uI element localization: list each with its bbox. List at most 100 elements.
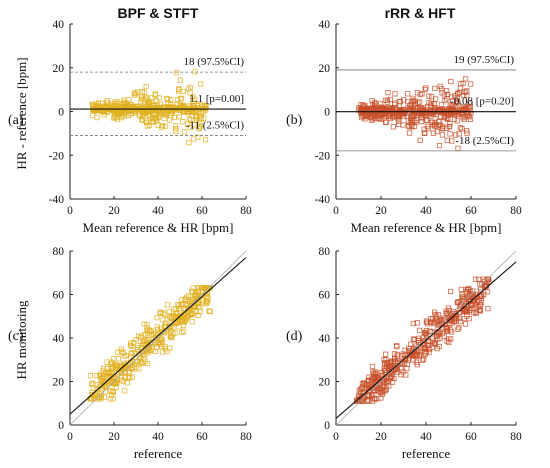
data-point	[122, 362, 128, 368]
data-point	[424, 117, 430, 123]
data-point	[131, 350, 138, 356]
data-point	[410, 352, 416, 358]
data-point	[134, 346, 140, 353]
y-tick-label: -40	[315, 194, 331, 206]
data-point	[455, 326, 461, 332]
panel-label: (a)	[8, 113, 24, 128]
data-point	[163, 320, 169, 326]
data-point	[372, 371, 378, 377]
data-point	[406, 348, 412, 354]
data-point	[155, 122, 161, 129]
data-point	[417, 92, 423, 98]
data-point	[198, 110, 204, 116]
data-point	[394, 342, 400, 349]
data-point	[133, 91, 139, 97]
data-point	[115, 349, 121, 355]
data-point	[94, 373, 100, 379]
data-point	[126, 97, 132, 103]
data-point	[369, 363, 376, 370]
data-point	[141, 321, 147, 327]
x-tick-label: 20	[375, 431, 387, 443]
data-point	[122, 388, 128, 394]
data-point	[459, 291, 465, 298]
data-point	[414, 362, 420, 368]
data-point	[428, 316, 434, 322]
data-point	[94, 114, 100, 121]
data-point	[111, 376, 117, 382]
data-point	[475, 304, 481, 310]
data-point	[154, 324, 160, 330]
data-point	[179, 329, 185, 336]
data-point	[421, 356, 427, 362]
data-point	[175, 316, 181, 322]
data-point	[410, 320, 416, 327]
data-point	[395, 121, 402, 127]
data-point	[149, 95, 155, 101]
reference-line-label: 1.1 [p=0.00]	[189, 93, 244, 105]
data-point	[111, 115, 117, 121]
data-point	[430, 122, 436, 128]
data-point	[362, 110, 368, 116]
data-point	[383, 105, 389, 111]
data-point	[153, 334, 159, 340]
data-point	[438, 101, 445, 108]
data-point	[190, 311, 196, 317]
reference-line-label: -11 (2.5%CI)	[186, 120, 245, 132]
data-point	[97, 383, 103, 390]
data-point	[467, 289, 473, 295]
data-point	[119, 113, 125, 119]
data-point	[170, 312, 176, 318]
data-point	[159, 349, 166, 355]
data-point	[384, 97, 391, 104]
data-point	[180, 328, 187, 334]
data-point	[164, 95, 170, 102]
data-point	[468, 81, 474, 87]
data-point	[101, 112, 107, 118]
x-tick-label: 0	[67, 431, 73, 443]
data-point	[383, 351, 389, 357]
data-point	[434, 129, 440, 135]
y-tick-label: 80	[53, 246, 65, 258]
data-point	[406, 123, 412, 129]
data-point	[409, 353, 416, 359]
data-point	[168, 97, 174, 103]
data-point	[384, 380, 390, 386]
data-point	[448, 94, 454, 100]
data-point	[362, 380, 368, 386]
y-tick-label: 0	[324, 107, 330, 119]
data-point	[134, 89, 140, 95]
data-point	[138, 333, 144, 339]
data-point	[446, 339, 452, 346]
data-point	[414, 320, 420, 326]
data-point	[190, 296, 196, 303]
x-tick-label: 20	[108, 205, 120, 217]
data-point	[206, 308, 212, 314]
data-point	[378, 395, 384, 401]
data-point	[374, 374, 380, 380]
data-point	[143, 83, 149, 90]
data-point	[192, 291, 199, 298]
data-point	[178, 302, 185, 308]
y-axis-label: HR monitoring	[14, 300, 29, 380]
data-point	[389, 112, 395, 118]
data-point	[392, 100, 398, 106]
data-point	[190, 93, 196, 100]
data-point	[114, 370, 120, 376]
data-point	[134, 358, 140, 365]
data-point	[179, 95, 185, 101]
data-point	[197, 123, 203, 129]
y-tick-label: 80	[319, 246, 331, 258]
data-point	[389, 363, 395, 369]
data-point	[128, 351, 134, 357]
data-point	[114, 380, 120, 386]
data-point	[191, 105, 197, 112]
data-point	[389, 379, 396, 385]
data-point	[449, 314, 455, 320]
data-point	[467, 291, 473, 297]
data-point	[461, 116, 467, 122]
data-point	[148, 328, 154, 334]
data-point	[181, 129, 188, 135]
data-point	[459, 126, 465, 132]
reference-line-label: -0.08 [p=0.20]	[450, 96, 514, 108]
data-point	[159, 124, 165, 130]
